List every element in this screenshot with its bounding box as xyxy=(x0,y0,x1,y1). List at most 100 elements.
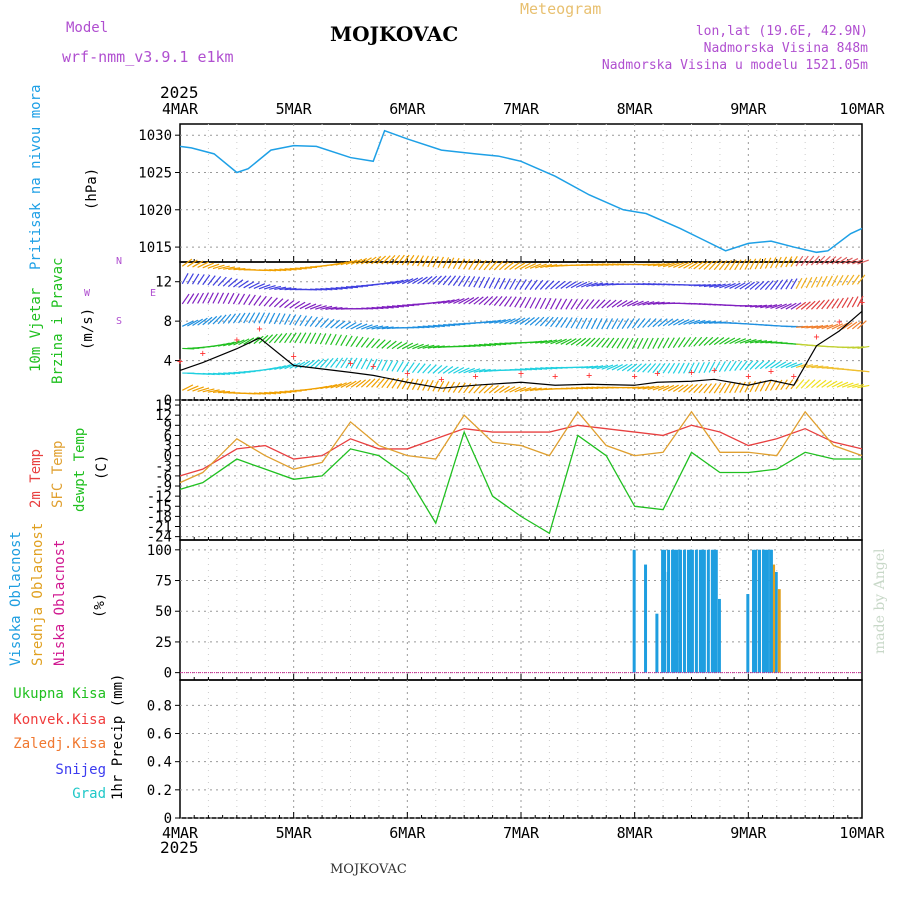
wind-arrow xyxy=(330,307,343,310)
wind-arrow xyxy=(248,282,260,289)
wind-arrow xyxy=(181,384,194,391)
wind-arrow xyxy=(207,292,214,304)
wind-arrow xyxy=(729,382,736,394)
wind-arrow xyxy=(555,316,564,328)
precip-legend-snow: Snijeg xyxy=(55,762,106,778)
wind-arrow xyxy=(452,257,460,270)
wind-arrow xyxy=(744,339,757,344)
wind-arrow xyxy=(489,319,501,324)
wind-arrow xyxy=(852,384,865,389)
wind-arrow xyxy=(447,257,455,269)
wind-arrow xyxy=(422,276,433,285)
wind-arrow xyxy=(217,342,230,347)
wind-arrow xyxy=(494,342,507,346)
wind-gust-marker: + xyxy=(370,361,376,372)
wind-arrow xyxy=(678,384,689,393)
wind-arrow xyxy=(468,296,479,305)
wind-arrow xyxy=(186,273,194,285)
wind-arrow xyxy=(483,343,497,346)
wind-arrow xyxy=(591,282,604,287)
wind-arrow xyxy=(314,332,322,345)
wind-gust-marker: + xyxy=(768,366,774,377)
wind-arrow xyxy=(826,298,835,310)
wind-arrow xyxy=(575,337,587,346)
wind-arrow xyxy=(739,282,751,290)
wind-arrow xyxy=(411,378,419,390)
wind-arrow xyxy=(473,344,486,347)
wind-arrow xyxy=(565,317,573,329)
wind-arrow xyxy=(478,296,489,305)
wind-arrow xyxy=(841,322,853,330)
wind-arrow xyxy=(376,339,386,349)
wind-arrow xyxy=(304,303,317,310)
wind-arrow xyxy=(504,261,515,271)
wind-arrow xyxy=(703,383,712,394)
cloud-tick-label: 25 xyxy=(155,635,172,651)
wind-arrow xyxy=(555,280,566,290)
wind-arrow xyxy=(232,293,240,305)
wind-arrow xyxy=(565,298,573,310)
wind-arrow xyxy=(212,315,222,325)
wind-arrow xyxy=(764,257,772,269)
wind-arrow xyxy=(233,279,244,288)
compass-w: W xyxy=(84,288,91,299)
wind-arrow xyxy=(765,360,776,369)
wind-arrow xyxy=(284,313,291,325)
wind-arrow xyxy=(729,282,741,290)
wind-arrow xyxy=(289,300,300,309)
wind-arrow xyxy=(555,298,562,310)
wind-arrow xyxy=(637,318,646,329)
pressure-tick-label: 1015 xyxy=(138,240,172,256)
wind-arrow xyxy=(514,262,526,270)
wind-arrow xyxy=(504,318,516,325)
wind-arrow xyxy=(637,386,650,390)
wind-arrow xyxy=(585,299,595,310)
wind-arrow xyxy=(232,312,241,324)
wind-arrow xyxy=(315,305,327,310)
wind-arrow xyxy=(780,279,788,290)
wind-arrow xyxy=(442,275,452,286)
wind-arrow xyxy=(340,334,348,346)
wind-arrow xyxy=(667,337,675,349)
wind-arrow xyxy=(576,386,589,390)
wind-arrow xyxy=(396,278,409,285)
wind-arrow xyxy=(473,259,482,271)
wind-arrow xyxy=(360,337,370,348)
wind-arrow xyxy=(821,255,831,265)
wind-arrow xyxy=(396,254,405,266)
wind-arrow xyxy=(611,318,619,330)
wind-arrow xyxy=(816,366,829,369)
wind-arrow xyxy=(647,385,660,391)
wind-arrow xyxy=(524,279,533,290)
wind-arrow xyxy=(530,367,543,371)
wind-arrow xyxy=(718,361,726,373)
wind-arrow xyxy=(698,320,711,325)
wind-arrow xyxy=(775,361,787,369)
wind-arrow xyxy=(826,323,839,330)
wind-arrow xyxy=(279,299,289,308)
wind-arrow xyxy=(258,392,271,395)
wind-arrow xyxy=(391,254,401,265)
wind-arrow xyxy=(314,358,325,368)
wind-arrow xyxy=(355,323,368,330)
wind-arrow xyxy=(529,316,540,326)
wind-arrow xyxy=(335,320,346,329)
wind-arrow xyxy=(723,382,732,394)
wind-arrow xyxy=(816,379,827,388)
wind-arrow xyxy=(851,296,859,308)
wind-arrow xyxy=(442,299,455,304)
high-cloud-bar xyxy=(710,549,714,673)
wind-arrow xyxy=(852,258,864,265)
coords-text: lon,lat (19.6E, 42.9N) xyxy=(695,24,868,39)
wind-arrow xyxy=(478,259,487,271)
wind-arrow xyxy=(463,258,471,270)
wind-arrow xyxy=(790,362,803,369)
wind-arrow xyxy=(401,378,409,390)
wind-arrow xyxy=(524,367,537,371)
wind-arrow xyxy=(795,379,805,389)
wind-arrow xyxy=(801,325,814,329)
wind-arrow xyxy=(463,367,475,374)
cloud-tick-label: 100 xyxy=(147,543,172,559)
wind-arrow xyxy=(713,337,725,346)
wind-arrow xyxy=(452,275,461,286)
